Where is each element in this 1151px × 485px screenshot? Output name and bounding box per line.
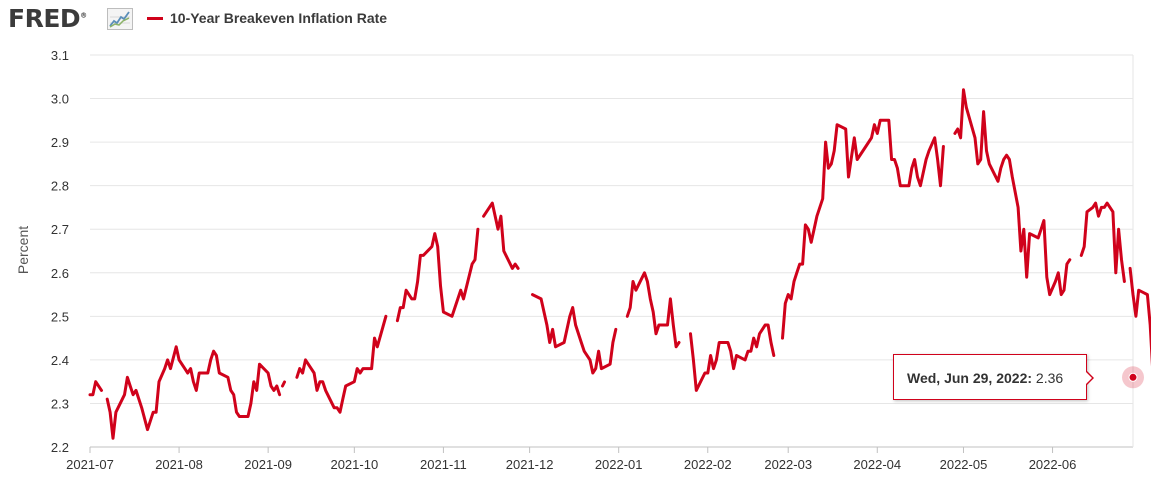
tooltip-value: 2.36 (1035, 370, 1064, 386)
y-tick-label: 2.9 (51, 135, 69, 150)
series-segment (281, 380, 286, 388)
legend-label: 10-Year Breakeven Inflation Rate (170, 10, 388, 26)
x-tick-label: 2021-07 (66, 457, 114, 472)
series-segment (482, 201, 520, 270)
series-segment (1079, 201, 1126, 283)
x-tick-label: 2022-06 (1029, 457, 1077, 472)
chart-header: FRED® 10-Year Breakeven Inflation Rate (0, 0, 1151, 40)
y-tick-label: 2.6 (51, 266, 69, 281)
y-axis-label: Percent (15, 226, 31, 274)
series-segment (531, 293, 618, 375)
series-segment (105, 345, 282, 440)
x-tick-label: 2021-09 (244, 457, 292, 472)
tooltip: Wed, Jun 29, 2022: 2.36 (893, 354, 1094, 400)
series-segment (1128, 266, 1151, 367)
fred-logo-text: FRED (8, 4, 81, 33)
fred-logo[interactable]: FRED® (8, 4, 87, 33)
x-tick-label: 2022-04 (853, 457, 901, 472)
y-tick-label: 2.2 (51, 440, 69, 455)
series-segment (88, 380, 103, 397)
registered-mark: ® (80, 11, 87, 20)
line-graph-icon (107, 8, 133, 30)
series-segment (295, 314, 388, 414)
y-tick-label: 2.5 (51, 309, 69, 324)
legend[interactable]: 10-Year Breakeven Inflation Rate (147, 10, 387, 26)
hover-marker (1122, 366, 1144, 389)
series-segment (625, 271, 681, 349)
y-axis: 2.2 2.3 2.4 2.5 2.6 2.7 2.8 2.9 3.0 3.1 (51, 48, 69, 455)
y-tick-label: 2.8 (51, 179, 69, 194)
tooltip-text: Wed, Jun 29, 2022: 2.36 (907, 370, 1063, 386)
series-segment (953, 88, 1072, 297)
marker-dot (1128, 372, 1138, 382)
y-tick-label: 2.4 (51, 353, 69, 368)
series-line (88, 88, 1151, 440)
y-tick-label: 3.1 (51, 48, 69, 63)
x-tick-label: 2022-03 (764, 457, 812, 472)
series-segment (781, 118, 945, 340)
x-tick-label: 2022-01 (595, 457, 643, 472)
x-tick-label: 2021-11 (420, 457, 467, 472)
x-tick-label: 2022-05 (940, 457, 988, 472)
x-axis: 2021-07 2021-08 2021-09 2021-10 2021-11 2021-… (66, 55, 1134, 472)
x-tick-label: 2021-10 (330, 457, 378, 472)
y-tick-label: 3.0 (51, 92, 69, 107)
y-tick-label: 2.7 (51, 222, 69, 237)
y-tick-label: 2.3 (51, 396, 69, 411)
series-segment (689, 323, 776, 392)
x-tick-label: 2022-02 (684, 457, 732, 472)
tooltip-arrow-inner (1086, 372, 1092, 384)
legend-swatch (147, 16, 163, 20)
x-tick-label: 2021-12 (506, 457, 554, 472)
tooltip-date: Wed, Jun 29, 2022: (907, 370, 1033, 386)
x-tick-label: 2021-08 (155, 457, 203, 472)
series-segment (395, 227, 480, 323)
